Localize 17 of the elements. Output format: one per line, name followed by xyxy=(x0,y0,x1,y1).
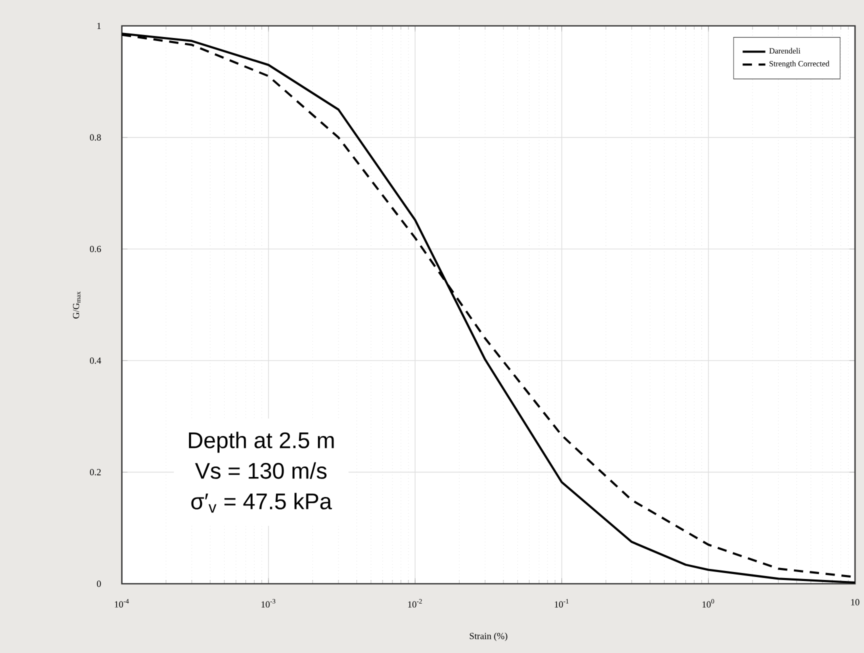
y-tick-label: 0.2 xyxy=(90,468,101,476)
y-tick-label: 0.6 xyxy=(90,246,101,252)
y-axis-title: G/G$_{max}$ xyxy=(72,291,80,318)
annotation: Vs = 130 m/s xyxy=(195,462,327,479)
y-tick-label: 0.8 xyxy=(90,134,101,140)
annotation: Depth at 2.5 m xyxy=(188,431,334,453)
x-tick-label: 10 xyxy=(851,598,860,606)
x-tick-label: 10$^{0}$ xyxy=(702,598,714,608)
x-tick-label: 10$^{-2}$ xyxy=(408,598,422,608)
x-tick-label: 10$^{-4}$ xyxy=(114,598,129,608)
x-tick-label: 10$^{-1}$ xyxy=(554,598,568,608)
x-axis-title: Strain (%) xyxy=(470,632,508,641)
y-tick-label: 0 xyxy=(96,580,101,587)
y-tick-label: 1 xyxy=(97,22,101,29)
y-tick-label: 0.4 xyxy=(90,357,102,364)
annotation: σ′$_{v}$ = 47.5 kPa xyxy=(191,492,332,512)
x-tick-label: 10$^{-3}$ xyxy=(262,598,276,608)
